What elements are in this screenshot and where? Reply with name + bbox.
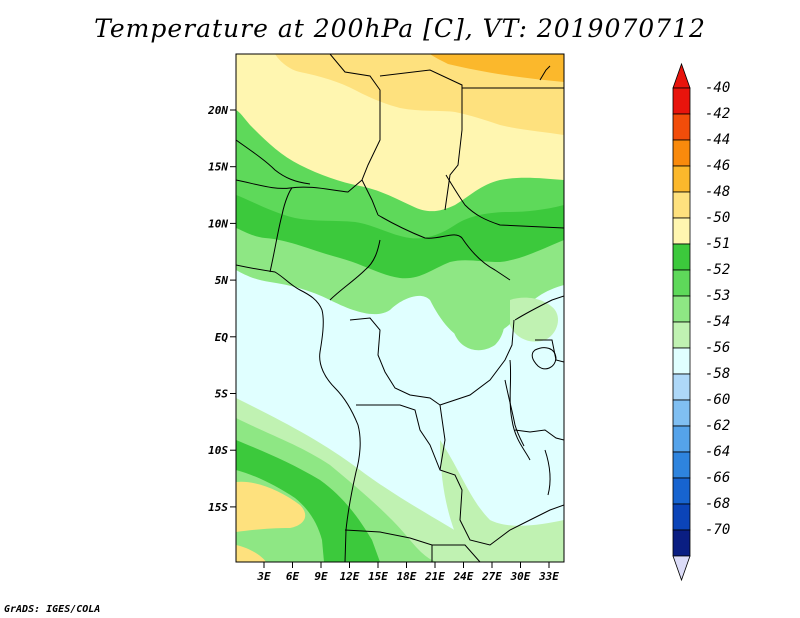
field-se-light (440, 440, 564, 562)
lon-tick-label: 9E (314, 570, 328, 583)
colorbar-swatch (672, 503, 691, 531)
colorbar-label: -48 (705, 184, 731, 200)
border-angola (356, 404, 564, 546)
border-north-2 (379, 69, 463, 211)
lon-tick-label: 15E (368, 570, 388, 583)
colorbar-label: -64 (705, 444, 731, 460)
colorbar-label: -60 (705, 392, 731, 408)
colorbar-label: -58 (705, 366, 731, 382)
lat-tick-label: 5S (215, 388, 229, 401)
lon-tick-label: 3E (256, 570, 271, 583)
field-sw-warm2 (236, 545, 266, 562)
lat-tick-label: 10N (208, 217, 228, 230)
lat-tick-label: 20N (207, 104, 228, 117)
borders (236, 54, 564, 562)
lat-tick-label: 5N (215, 274, 229, 287)
colorbar-label: -52 (705, 262, 731, 278)
lon-tick-label: 27E (481, 570, 502, 583)
colorbar-swatch (672, 217, 691, 245)
colorbar-swatch (672, 165, 691, 193)
colorbar-swatch (672, 295, 691, 323)
colorbar-swatch (672, 347, 691, 375)
map-frame (235, 53, 565, 563)
field-east-patch (449, 288, 505, 351)
temperature-field (236, 54, 564, 562)
colorbar-swatch (672, 373, 691, 401)
colorbar-label: -54 (705, 314, 731, 330)
lat-axis: 20N 15N 10N 5N EQ 5S 10S 15S (207, 104, 236, 514)
border-south (344, 529, 433, 562)
lat-tick-label: 10S (208, 444, 228, 457)
lon-tick-label: 24E (453, 570, 474, 583)
border-south-2 (432, 544, 481, 562)
colorbar-swatch (672, 269, 691, 297)
colorbar-swatch (672, 529, 691, 557)
colorbar-swatch (672, 87, 691, 115)
lon-tick-label: 21E (424, 570, 445, 583)
lake-tanganyika (504, 379, 525, 447)
border-north-1 (329, 54, 381, 216)
colorbar-label: -51 (705, 236, 731, 252)
lon-tick-label: 12E (340, 570, 360, 583)
lat-tick-label: 15S (208, 501, 228, 514)
colorbar-swatch (672, 477, 691, 505)
border-tanzania (514, 429, 564, 441)
border-east-1 (509, 359, 531, 461)
border-kenya (535, 339, 564, 363)
border-mid-3 (269, 187, 293, 273)
colorbar (672, 62, 691, 582)
lat-tick-label: EQ (215, 331, 229, 344)
credit-text: GrADS: IGES/COLA (4, 604, 101, 615)
colorbar-label: -66 (705, 470, 731, 486)
colorbar-label: -56 (705, 340, 731, 356)
colorbar-swatch (672, 399, 691, 427)
colorbar-label: -62 (705, 418, 731, 434)
colorbar-swatch (672, 243, 691, 271)
colorbar-label: -68 (705, 496, 731, 512)
coastline-west (236, 264, 361, 562)
border-mid-1 (236, 179, 363, 193)
lat-tick-label: 15N (208, 161, 228, 174)
border-sahara (236, 139, 311, 185)
lon-tick-label: 18E (397, 570, 417, 583)
field-north-orange (430, 54, 564, 82)
colorbar-label: -46 (705, 158, 731, 174)
border-uganda (514, 295, 564, 321)
field-east-patch2 (510, 297, 559, 342)
map-title: Temperature at 200hPa [C], VT: 201907071… (94, 14, 706, 43)
lake-malawi (544, 449, 551, 496)
colorbar-label: -42 (705, 106, 731, 122)
lon-tick-label: 6E (286, 570, 300, 583)
colorbar-bottom-arrow (672, 555, 691, 582)
colorbar-swatch (672, 425, 691, 453)
lon-tick-label: 30E (510, 570, 531, 583)
colorbar-label: -40 (705, 80, 731, 96)
border-nile (445, 174, 564, 229)
colorbar-swatch (672, 191, 691, 219)
field-sw-warm (236, 481, 306, 532)
lake-victoria (531, 347, 557, 370)
field-north-yellow (275, 54, 564, 135)
border-congo-2 (439, 319, 515, 406)
colorbar-top-arrow (672, 62, 691, 89)
coast-red-sea (539, 65, 551, 81)
lon-tick-label: 33E (538, 570, 559, 583)
colorbar-label: -53 (705, 288, 731, 304)
colorbar-label: -70 (705, 522, 731, 538)
colorbar-label: -50 (705, 210, 731, 226)
border-mid-2 (377, 214, 511, 281)
colorbar-swatch (672, 113, 691, 141)
colorbar-swatch (672, 139, 691, 167)
border-congo-1 (349, 317, 446, 471)
colorbar-swatch (672, 321, 691, 349)
colorbar-label: -44 (705, 132, 731, 148)
lon-axis: 3E 6E 9E 12E 15E 18E 21E 24E 27E 30E 33E (256, 562, 559, 583)
border-mid-4 (329, 239, 381, 301)
colorbar-swatch (672, 451, 691, 479)
